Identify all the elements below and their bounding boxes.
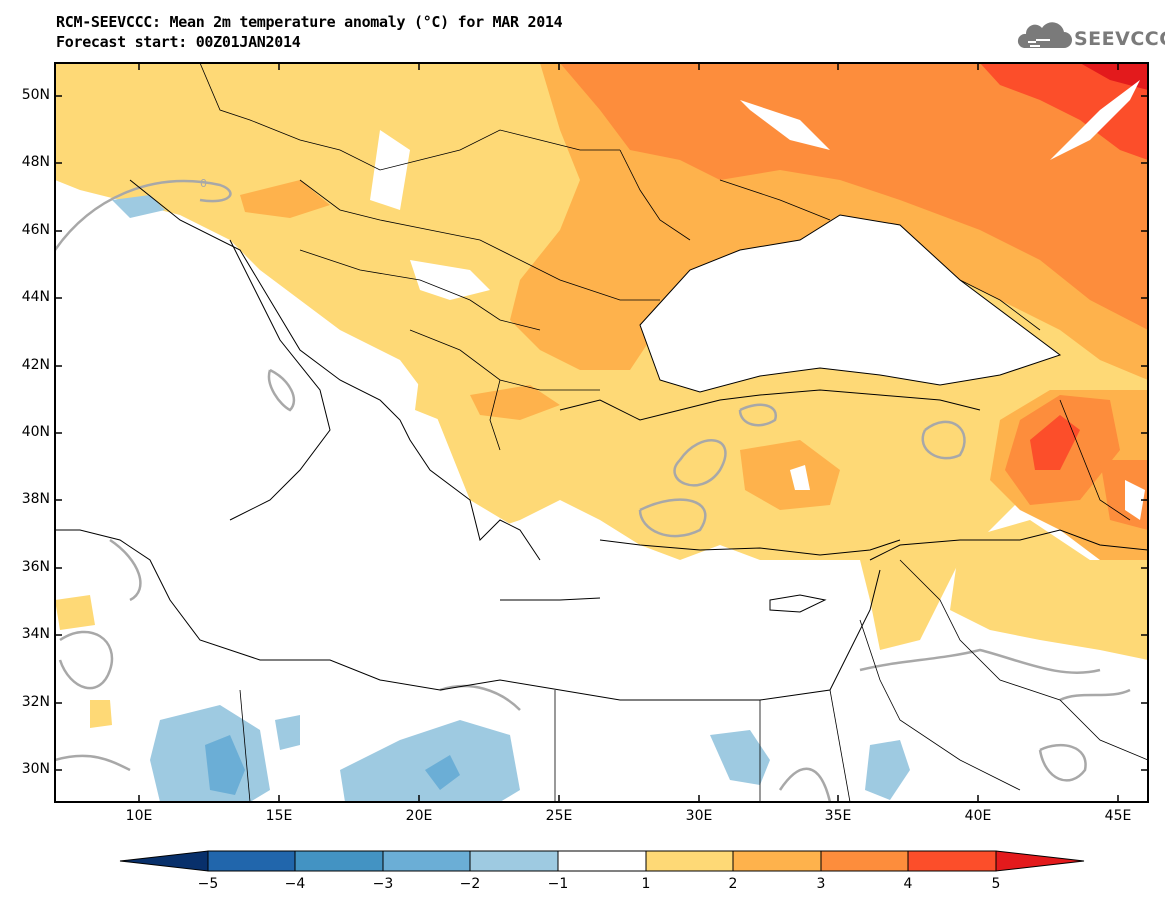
map-title: RCM-SEEVCCC: Mean 2m temperature anomaly… — [56, 13, 563, 31]
zero-contour-lines — [55, 179, 1131, 802]
anomaly-5plus-region — [1080, 63, 1148, 90]
colorbar-label-1: 1 — [641, 876, 651, 892]
colorbar-label-m1: −1 — [547, 876, 569, 892]
lat-label-30n: 30N — [21, 761, 50, 777]
colorbar-label-2: 2 — [728, 876, 738, 892]
sea-mask — [55, 130, 1060, 700]
colorbar — [119, 850, 1085, 872]
lat-label-42n: 42N — [21, 357, 50, 373]
logo-text: SEEVCCC — [1074, 28, 1165, 50]
lon-label-30e: 30E — [685, 808, 713, 824]
lat-label-40n: 40N — [21, 424, 50, 440]
colorbar-label-m2: −2 — [459, 876, 481, 892]
lat-label-46n: 46N — [21, 222, 50, 238]
terrain-gaps — [740, 80, 1145, 520]
colorbar-label-4: 4 — [903, 876, 913, 892]
lat-label-36n: 36N — [21, 559, 50, 575]
contour-label-zero: 0 — [200, 177, 207, 190]
lon-label-40e: 40E — [964, 808, 992, 824]
lon-ticks — [138, 63, 1119, 802]
colorbar-label-3: 3 — [816, 876, 826, 892]
colorbar-label-m4: −4 — [284, 876, 306, 892]
lon-label-15e: 15E — [265, 808, 293, 824]
lat-label-34n: 34N — [21, 626, 50, 642]
lon-label-45e: 45E — [1104, 808, 1132, 824]
anomaly-4-5-region — [980, 63, 1148, 470]
cloud-logo-icon — [1017, 22, 1072, 48]
country-borders — [199, 63, 1148, 802]
lon-label-35e: 35E — [824, 808, 852, 824]
colorbar-label-5: 5 — [991, 876, 1001, 892]
lat-ticks — [55, 95, 1148, 771]
lat-label-50n: 50N — [21, 87, 50, 103]
lon-label-20e: 20E — [405, 808, 433, 824]
lon-label-25e: 25E — [545, 808, 573, 824]
colorbar-label-m3: −3 — [372, 876, 394, 892]
anomaly-neg-2-3-region — [205, 735, 460, 795]
lat-label-32n: 32N — [21, 694, 50, 710]
lat-label-44n: 44N — [21, 289, 50, 305]
coastlines — [55, 179, 1148, 701]
lat-label-38n: 38N — [21, 491, 50, 507]
lat-label-48n: 48N — [21, 154, 50, 170]
colorbar-label-m5: −5 — [197, 876, 219, 892]
forecast-start-label: Forecast start: 00Z01JAN2014 — [56, 33, 301, 51]
lon-label-10e: 10E — [125, 808, 153, 824]
